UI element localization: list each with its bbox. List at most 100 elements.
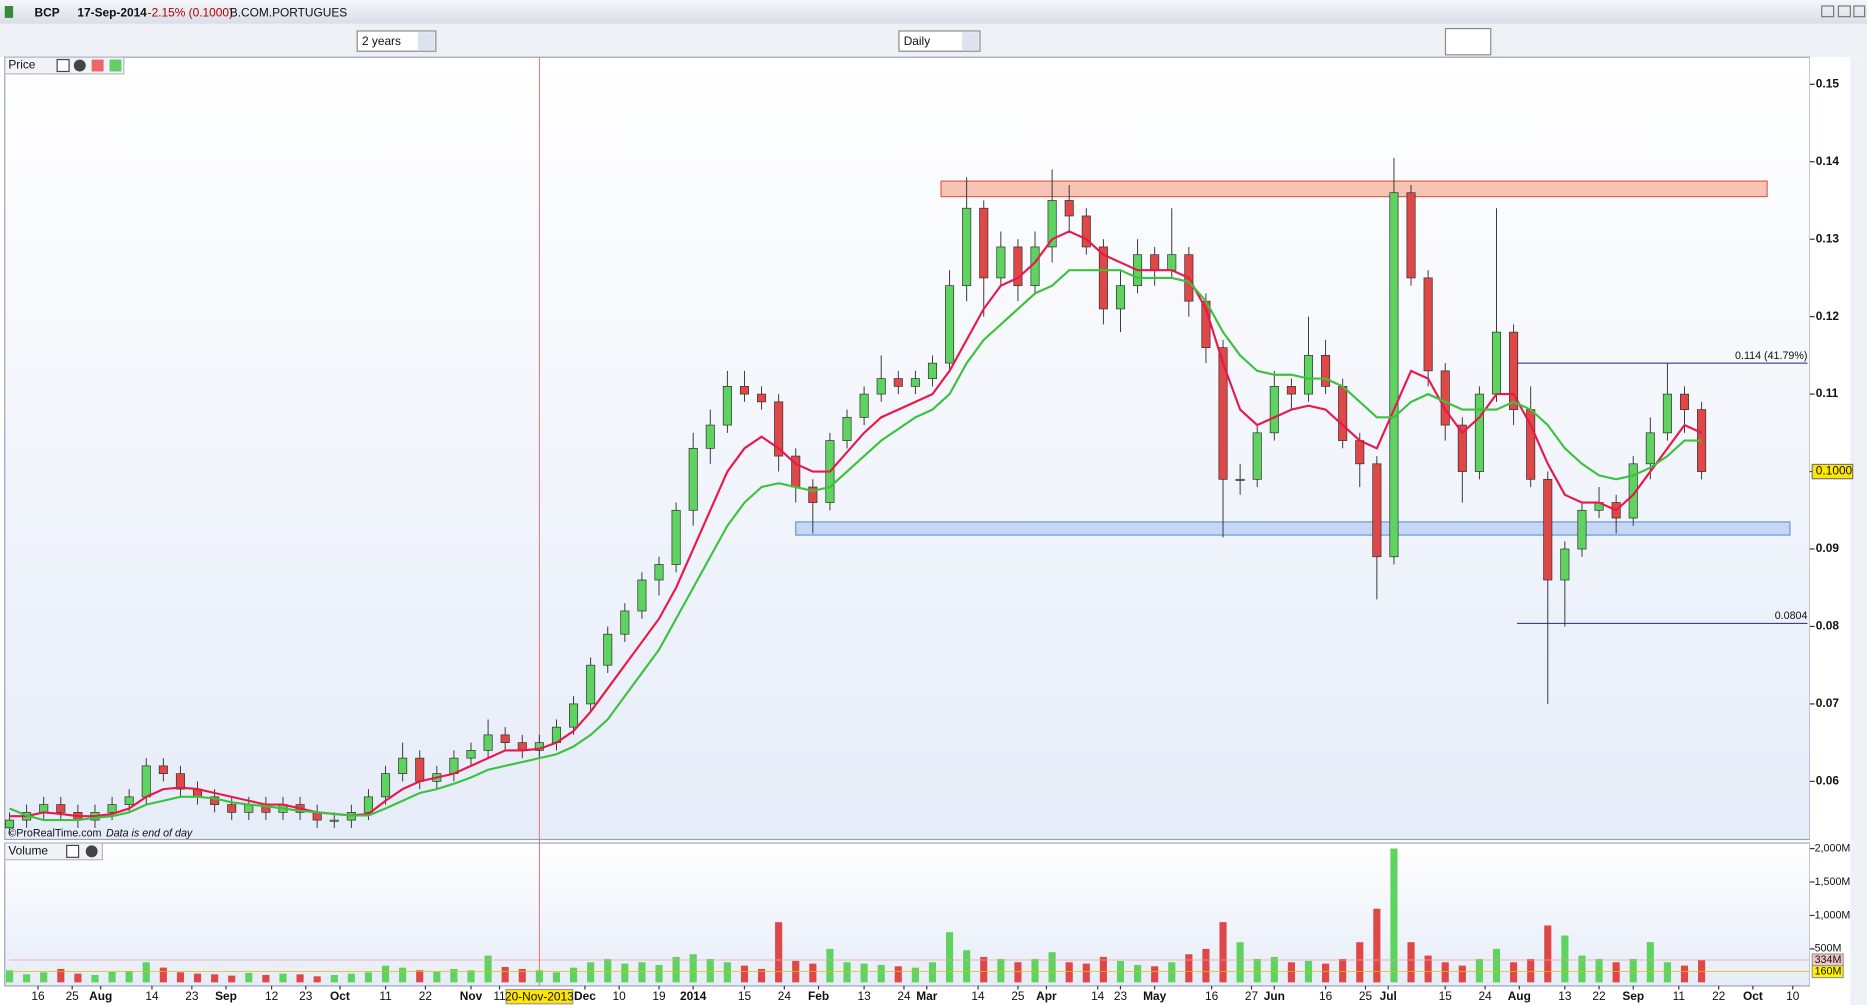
interval-dropdown[interactable]: Daily [898,30,981,52]
candle-body [1474,393,1484,472]
panel-icon[interactable] [56,58,70,73]
x-tick-label: Mar [916,989,938,1003]
candle-body [774,401,784,457]
candle-body [945,285,955,364]
volume-bar [1082,963,1090,983]
volume-bar [945,932,954,983]
candle-body [1662,393,1672,434]
candle-body [996,246,1006,279]
candle-body [483,734,493,751]
maximize[interactable] [1837,5,1851,18]
candle-body [1355,440,1365,465]
volume-bar [467,970,475,983]
footnote: ©ProRealTime.com [8,827,101,839]
candle-body [842,416,852,441]
x-tick-label: 25 [1011,989,1025,1003]
candle-body [1013,246,1023,287]
volume-bar [1680,965,1689,983]
panel-title: Price [8,58,35,72]
x-tick-label: Oct [330,989,350,1003]
x-tick-label: 12 [265,989,279,1003]
volume-bar [894,966,902,983]
x-tick-label: Nov [460,989,483,1003]
volume-bar [1236,942,1244,983]
candle-body [688,447,698,511]
volume-bar [843,962,851,983]
period[interactable]: 2 years [362,34,401,48]
volume-bar [313,976,321,983]
candle-body [586,664,596,705]
candle-body [1406,192,1416,279]
volume-bar [1287,962,1295,983]
period-box[interactable] [356,30,437,52]
window-buttons[interactable] [1821,5,1866,18]
x-tick-label: 24 [778,989,792,1003]
panel-icon[interactable] [109,59,122,72]
cursor-label-box [505,988,574,1005]
candle-body [5,819,15,829]
candle-body [979,207,989,279]
x-tick-label: Apr [1036,989,1057,1003]
candle-body [1372,463,1382,558]
volume-bar [740,965,749,983]
volume-bar [1270,956,1278,983]
y-tick-label: 2,000M [1815,842,1851,854]
candle-body [620,610,630,635]
close[interactable] [1853,5,1866,18]
candle-body [910,378,920,387]
volume-bar [1151,966,1159,983]
minimize[interactable] [1821,5,1835,18]
x-tick-label: 22 [1592,989,1606,1003]
volume-bar [860,963,868,983]
candle-body [329,819,339,822]
y-tick-label: 1,000M [1815,909,1851,921]
x-tick-label: 23 [185,989,199,1003]
chart-style-button[interactable] [1444,28,1492,56]
panel-icon[interactable] [91,59,104,72]
volume-bar [1612,962,1620,983]
candle-body [227,804,237,813]
interval[interactable]: Daily [904,34,930,48]
interval-box[interactable] [898,30,981,52]
plot-layer: 0.060.070.080.090.100.110.120.130.140.15… [5,57,1854,1005]
candle-body [1423,277,1433,372]
candle-body [124,796,134,805]
volume-bar [1561,935,1569,983]
change: -2.15% (0.1000) [148,5,233,19]
volume-label-box [1811,965,1844,979]
volume-label: 334M [1815,954,1842,966]
volume-bar [1458,965,1466,983]
volume-bar [296,974,304,983]
x-tick-label: 19 [652,989,666,1003]
panel-icon[interactable] [73,59,86,72]
panel-icon[interactable] [85,845,98,858]
y-tick-label: 500M [1815,943,1842,955]
volume-bar [364,972,373,983]
x-tick-label: 16 [31,989,45,1003]
volume-bar [40,972,48,983]
volume-label: 160M [1815,965,1842,977]
volume-bar [1048,952,1056,983]
volume-bar [176,972,185,983]
candle-body [1235,478,1245,481]
volume-bar [1475,958,1483,983]
scroll-area[interactable] [1850,57,1867,1005]
panel-icon[interactable] [66,844,80,858]
volume-bar [279,973,287,983]
x-tick-label: 25 [1359,989,1373,1003]
period-dropdown[interactable]: 2 years [356,30,437,52]
dropdown-arrow[interactable] [417,32,435,51]
candle-body [381,773,391,798]
candle-body [141,765,151,798]
candle-body [363,796,373,813]
volume-bar [1510,962,1518,983]
dropdown-arrow[interactable] [962,32,979,51]
symbol: BCP [35,5,60,19]
candle-body [398,757,408,774]
x-tick-label: 24 [897,989,911,1003]
candle-body [1645,432,1655,465]
candle-body [56,804,66,813]
candle-body [1491,331,1502,395]
x-tick-label: 11 [379,989,392,1003]
